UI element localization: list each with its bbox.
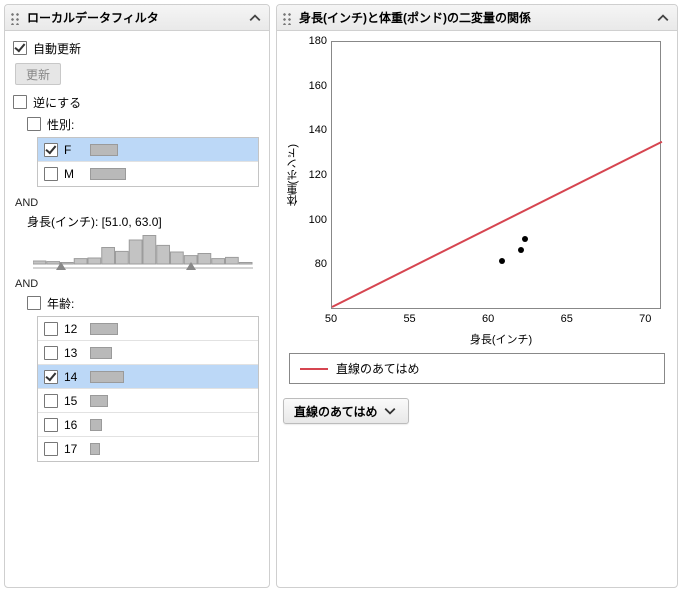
height-range-label: 身長(インチ): [51.0, 63.0] bbox=[9, 211, 265, 232]
fit-section-label: 直線のあてはめ bbox=[294, 403, 378, 420]
age-item-label: 17 bbox=[64, 442, 84, 456]
and-label-2: AND bbox=[9, 274, 265, 292]
age-item-label: 16 bbox=[64, 418, 84, 432]
data-point[interactable] bbox=[522, 236, 528, 242]
age-item-bar bbox=[90, 395, 108, 407]
auto-update-checkbox[interactable] bbox=[13, 41, 27, 55]
filter-panel-body: 自動更新 更新 逆にする 性別: FM AND 身長(インチ): [51.0, … bbox=[5, 31, 269, 474]
age-header-row[interactable]: 年齢: bbox=[9, 292, 265, 314]
gender-item-bar bbox=[90, 168, 126, 180]
age-item-row[interactable]: 16 bbox=[38, 413, 258, 437]
filter-panel: ローカルデータフィルタ 自動更新 更新 逆にする 性別: FM AND 身長(イ… bbox=[4, 4, 270, 588]
age-item-row[interactable]: 14 bbox=[38, 365, 258, 389]
age-item-label: 14 bbox=[64, 370, 84, 384]
y-tick: 180 bbox=[309, 35, 327, 47]
age-item-checkbox[interactable] bbox=[44, 394, 58, 408]
auto-update-row[interactable]: 自動更新 bbox=[9, 37, 265, 59]
chart-content: 体重(ポンド) 80 100 120 140 160 180 50 55 60 65 70 身長(… bbox=[283, 37, 671, 392]
age-header-label: 年齢: bbox=[47, 295, 74, 312]
gender-header-label: 性別: bbox=[47, 116, 74, 133]
x-axis-ticks: 5055606570 bbox=[331, 313, 661, 331]
x-tick: 65 bbox=[561, 313, 573, 325]
legend-label: 直線のあてはめ bbox=[336, 360, 420, 377]
legend-line-icon bbox=[300, 368, 328, 370]
update-button[interactable]: 更新 bbox=[15, 63, 61, 85]
gender-item-row[interactable]: M bbox=[38, 162, 258, 186]
drag-handle-icon[interactable] bbox=[281, 11, 291, 25]
gender-item-row[interactable]: F bbox=[38, 138, 258, 162]
age-item-checkbox[interactable] bbox=[44, 418, 58, 432]
height-histogram[interactable] bbox=[33, 234, 259, 270]
age-item-checkbox[interactable] bbox=[44, 322, 58, 336]
age-item-bar bbox=[90, 347, 112, 359]
age-item-label: 12 bbox=[64, 322, 84, 336]
collapse-icon[interactable] bbox=[655, 10, 671, 26]
invert-checkbox[interactable] bbox=[13, 95, 27, 109]
y-tick: 140 bbox=[309, 124, 327, 136]
legend: 直線のあてはめ bbox=[289, 353, 665, 384]
age-list: 12 13 14 15 16 17 bbox=[37, 316, 259, 462]
gender-header-row[interactable]: 性別: bbox=[9, 113, 265, 135]
age-item-label: 15 bbox=[64, 394, 84, 408]
age-item-label: 13 bbox=[64, 346, 84, 360]
chart-panel: 身長(インチ)と体重(ポンド)の二変量の関係 体重(ポンド) 80 100 120 1… bbox=[276, 4, 678, 588]
x-tick: 70 bbox=[639, 313, 651, 325]
auto-update-label: 自動更新 bbox=[33, 40, 81, 57]
fit-line bbox=[332, 140, 663, 307]
y-tick: 160 bbox=[309, 80, 327, 92]
x-tick: 50 bbox=[325, 313, 337, 325]
age-item-row[interactable]: 17 bbox=[38, 437, 258, 461]
gender-item-checkbox[interactable] bbox=[44, 167, 58, 181]
gender-item-bar bbox=[90, 144, 118, 156]
gender-header-checkbox[interactable] bbox=[27, 117, 41, 131]
age-item-row[interactable]: 12 bbox=[38, 317, 258, 341]
y-tick: 100 bbox=[309, 214, 327, 226]
y-tick: 120 bbox=[309, 169, 327, 181]
fit-section-button[interactable]: 直線のあてはめ bbox=[283, 398, 409, 424]
x-tick: 60 bbox=[482, 313, 494, 325]
y-axis-label: 体重(ポンド) bbox=[283, 37, 303, 313]
age-item-bar bbox=[90, 323, 118, 335]
age-item-row[interactable]: 15 bbox=[38, 389, 258, 413]
age-item-checkbox[interactable] bbox=[44, 442, 58, 456]
age-item-checkbox[interactable] bbox=[44, 346, 58, 360]
invert-label: 逆にする bbox=[33, 94, 81, 111]
gender-item-label: F bbox=[64, 143, 84, 157]
filter-panel-header[interactable]: ローカルデータフィルタ bbox=[5, 5, 269, 31]
age-item-checkbox[interactable] bbox=[44, 370, 58, 384]
y-axis-ticks: 80 100 120 140 160 180 bbox=[303, 37, 331, 313]
age-item-bar bbox=[90, 443, 100, 455]
gender-list: FM bbox=[37, 137, 259, 187]
chevron-down-icon bbox=[382, 403, 398, 419]
x-tick: 55 bbox=[403, 313, 415, 325]
and-label-1: AND bbox=[9, 193, 265, 211]
chart-area: 体重(ポンド) 80 100 120 140 160 180 bbox=[283, 37, 671, 313]
filter-panel-title: ローカルデータフィルタ bbox=[23, 9, 247, 26]
x-axis-label: 身長(インチ) bbox=[331, 331, 671, 347]
age-item-row[interactable]: 13 bbox=[38, 341, 258, 365]
collapse-icon[interactable] bbox=[247, 10, 263, 26]
data-point[interactable] bbox=[499, 258, 505, 264]
chart-panel-header[interactable]: 身長(インチ)と体重(ポンド)の二変量の関係 bbox=[277, 5, 677, 31]
y-tick: 80 bbox=[315, 258, 327, 270]
gender-item-checkbox[interactable] bbox=[44, 143, 58, 157]
plot-region[interactable] bbox=[331, 41, 661, 309]
invert-row[interactable]: 逆にする bbox=[9, 91, 265, 113]
gender-item-label: M bbox=[64, 167, 84, 181]
age-item-bar bbox=[90, 419, 102, 431]
chart-panel-title: 身長(インチ)と体重(ポンド)の二変量の関係 bbox=[295, 9, 655, 26]
data-point[interactable] bbox=[518, 247, 524, 253]
drag-handle-icon[interactable] bbox=[9, 11, 19, 25]
age-header-checkbox[interactable] bbox=[27, 296, 41, 310]
age-item-bar bbox=[90, 371, 124, 383]
